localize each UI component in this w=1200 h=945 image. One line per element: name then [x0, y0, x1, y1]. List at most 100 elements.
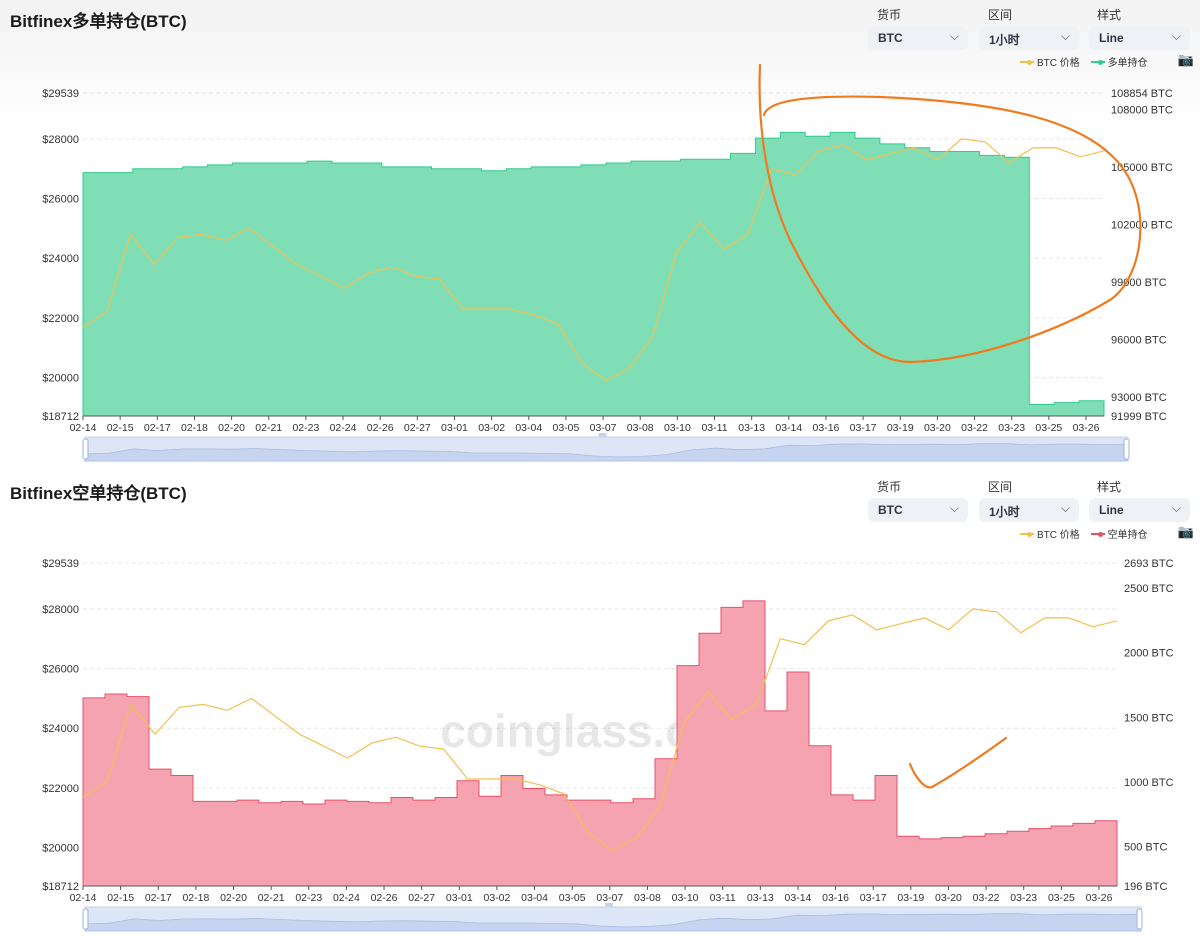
x-tick-label: 03-10 — [672, 892, 699, 904]
annotation-circle — [758, 63, 1142, 364]
y-left-tick-label: $26000 — [42, 194, 79, 206]
y-left-tick-label: $28000 — [42, 604, 79, 616]
x-tick-label: 03-23 — [1010, 892, 1037, 904]
camera-icon[interactable]: 📷 — [1177, 524, 1194, 539]
interval-value: 1小时 — [989, 505, 1020, 519]
legend-label: BTC 价格 — [1037, 58, 1080, 69]
x-tick-label: 03-16 — [822, 892, 849, 904]
position-area — [82, 600, 1118, 887]
x-tick-label: 03-08 — [627, 422, 654, 434]
range-handle-right[interactable] — [1136, 908, 1143, 930]
y-right-tick-label: 96000 BTC — [1111, 334, 1167, 346]
y-left-tick-label: $22000 — [42, 783, 79, 795]
legend-item-position[interactable]: 多单持仓 — [1090, 54, 1148, 69]
y-right-tick-label: 91999 BTC — [1111, 411, 1167, 423]
currency-value: BTC — [878, 503, 903, 517]
x-tick-label: 03-20 — [935, 892, 962, 904]
interval-value: 1小时 — [989, 33, 1020, 47]
currency-label: 货币 — [877, 8, 902, 22]
x-tick-label: 02-26 — [371, 892, 398, 904]
x-tick-label: 03-19 — [897, 892, 924, 904]
y-right-tick-label: 105000 BTC — [1111, 162, 1173, 174]
x-tick-label: 03-07 — [590, 422, 617, 434]
legend-label: BTC 价格 — [1037, 530, 1080, 541]
x-tick-label: 02-18 — [182, 892, 209, 904]
y-left-tick-label: $29539 — [42, 558, 79, 570]
y-right-tick-label: 108854 BTC — [1111, 88, 1173, 100]
chart-legend: BTC 价格 多单持仓 — [1012, 54, 1148, 69]
x-tick-label: 03-22 — [973, 892, 1000, 904]
currency-select[interactable]: BTC ⌵ — [868, 26, 968, 50]
x-tick-label: 03-14 — [775, 422, 802, 434]
x-tick-label: 02-24 — [330, 422, 357, 434]
chevron-down-icon: ⌵ — [949, 29, 959, 43]
range-handle-left[interactable] — [82, 438, 89, 460]
y-right-tick-label: 2693 BTC — [1124, 558, 1174, 570]
legend-item-price[interactable]: BTC 价格 — [1020, 54, 1080, 69]
camera-icon[interactable]: 📷 — [1177, 52, 1194, 67]
chart-title: Bitfinex空单持仓(BTC) — [10, 484, 187, 503]
legend-label: 多单持仓 — [1107, 58, 1148, 69]
style-value: Line — [1099, 503, 1124, 517]
interval-select[interactable]: 1小时 ⌵ — [979, 498, 1079, 522]
interval-label: 区间 — [988, 8, 1013, 22]
x-tick-label: 02-27 — [404, 422, 431, 434]
y-left-tick-label: $20000 — [42, 373, 79, 385]
x-tick-label: 03-11 — [710, 892, 736, 904]
long-position-chart: $29539 $28000 $26000 $24000 $22000 $20000 $187… — [42, 63, 1173, 462]
x-tick-label: 02-23 — [295, 892, 322, 904]
currency-value: BTC — [878, 31, 903, 45]
x-tick-label: 02-20 — [220, 892, 247, 904]
legend-label: 空单持仓 — [1107, 530, 1148, 541]
style-select[interactable]: Line ⌵ — [1089, 498, 1190, 522]
legend-item-position[interactable]: 空单持仓 — [1090, 526, 1148, 541]
y-left-tick-label: $29539 — [42, 88, 79, 100]
x-tick-label: 02-17 — [144, 422, 171, 434]
short-position-chart: $29539 $28000 $26000 $24000 $22000 $20000 $187… — [42, 558, 1174, 932]
y-right-tick-label: 1500 BTC — [1124, 712, 1174, 724]
x-tick-label: 03-22 — [961, 422, 988, 434]
price-line — [82, 138, 1105, 382]
style-select[interactable]: Line ⌵ — [1089, 26, 1190, 50]
range-slider-preview — [84, 443, 1129, 462]
y-left-tick-label: $26000 — [42, 664, 79, 676]
chevron-down-icon: ⌵ — [949, 501, 959, 515]
y-right-tick-label: 2500 BTC — [1124, 583, 1174, 595]
x-tick-label: 03-02 — [483, 892, 510, 904]
x-tick-label: 03-04 — [521, 892, 548, 904]
style-value: Line — [1099, 31, 1124, 45]
chevron-down-icon: ⌵ — [1060, 29, 1070, 43]
x-tick-label: 03-11 — [701, 422, 727, 434]
range-center-handle[interactable] — [598, 433, 607, 437]
currency-select[interactable]: BTC ⌵ — [868, 498, 968, 522]
y-right-tick-label: 102000 BTC — [1111, 219, 1173, 231]
y-left-tick-label: $22000 — [42, 313, 79, 325]
range-handle-left[interactable] — [82, 908, 89, 930]
currency-label: 货币 — [877, 480, 902, 494]
x-tick-label: 03-20 — [924, 422, 951, 434]
x-tick-label: 03-02 — [478, 422, 505, 434]
x-tick-label: 03-25 — [1035, 422, 1062, 434]
chevron-down-icon: ⌵ — [1171, 501, 1181, 515]
x-tick-label: 03-01 — [441, 422, 468, 434]
range-center-handle[interactable] — [605, 903, 613, 907]
y-right-tick-label: 99000 BTC — [1111, 277, 1167, 289]
x-tick-label: 03-05 — [559, 892, 586, 904]
position-area — [82, 131, 1105, 417]
style-label: 样式 — [1097, 8, 1122, 22]
x-tick-label: 03-04 — [515, 422, 542, 434]
legend-item-price[interactable]: BTC 价格 — [1020, 526, 1080, 541]
x-tick-label: 03-13 — [747, 892, 774, 904]
x-tick-label: 02-27 — [408, 892, 435, 904]
y-right-tick-label: 196 BTC — [1124, 881, 1167, 893]
y-left-tick-label: $18712 — [42, 411, 79, 423]
x-tick-label: 03-14 — [785, 892, 812, 904]
x-tick-label: 03-10 — [664, 422, 691, 434]
x-tick-label: 03-23 — [998, 422, 1025, 434]
x-tick-label: 03-26 — [1086, 892, 1113, 904]
range-handle-right[interactable] — [1123, 438, 1130, 460]
interval-select[interactable]: 1小时 ⌵ — [979, 26, 1079, 50]
x-tick-label: 02-14 — [70, 892, 97, 904]
y-left-tick-label: $28000 — [42, 134, 79, 146]
x-tick-label: 03-17 — [860, 892, 887, 904]
